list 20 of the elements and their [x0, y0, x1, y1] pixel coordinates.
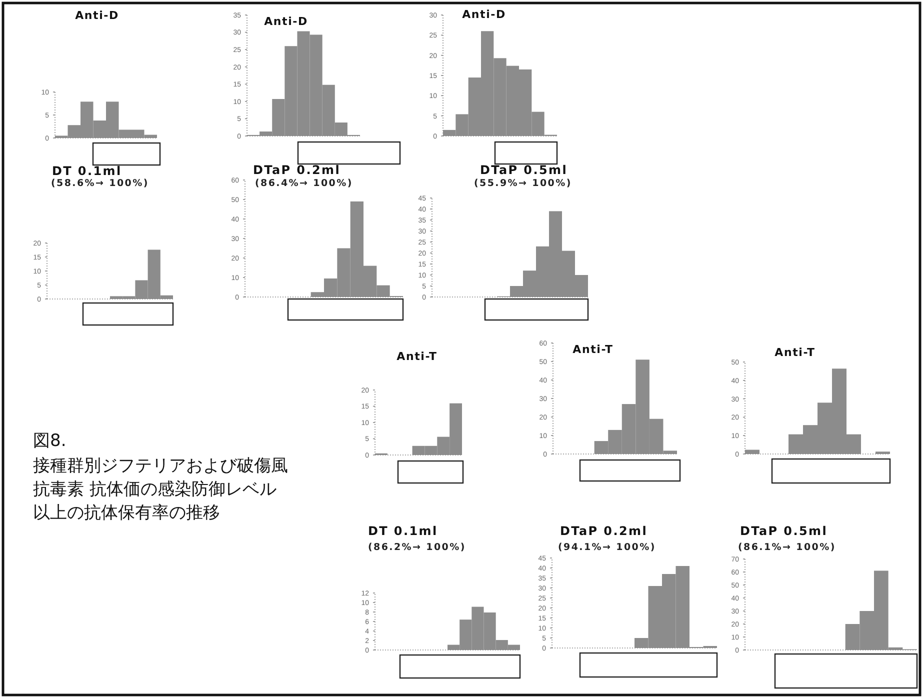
chart-title: DTaP 0.5ml — [740, 524, 828, 538]
chart-subtitle: (86.2%→ 100%) — [368, 542, 466, 553]
chart-title: DTaP 0.2ml — [253, 163, 341, 177]
chart-title: Anti-T — [396, 350, 438, 363]
text: 図8. — [33, 431, 66, 451]
chart-subtitle: (58.6%→ 100%) — [51, 178, 149, 189]
chart-title: Anti-D — [75, 9, 119, 22]
chart-title: DT 0.1ml — [368, 524, 438, 538]
chart-subtitle: (86.1%→ 100%) — [738, 542, 836, 553]
chart-title: Anti-T — [572, 343, 614, 356]
chart-subtitle: (94.1%→ 100%) — [558, 542, 656, 553]
chart-subtitle: (55.9%→ 100%) — [474, 178, 572, 189]
chart-title: DT 0.1ml — [52, 164, 122, 178]
text: 接種群別ジフテリアおよび破傷風抗毒素 抗体価の感染防御レベル以上の抗体保有率の推移 — [33, 456, 288, 523]
chart-title: Anti-D — [264, 15, 308, 28]
chart-title: Anti-T — [774, 346, 816, 359]
chart-title: Anti-D — [462, 8, 506, 21]
chart-title: DTaP 0.5ml — [480, 163, 568, 177]
chart-title: DTaP 0.2ml — [560, 524, 648, 538]
chart-subtitle: (86.4%→ 100%) — [255, 178, 353, 189]
